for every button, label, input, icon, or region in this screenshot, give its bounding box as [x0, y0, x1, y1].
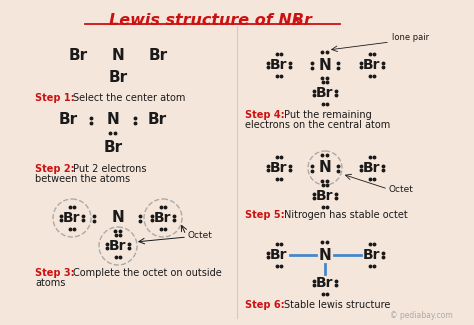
Text: Octet: Octet: [389, 186, 414, 194]
Text: Br: Br: [148, 47, 168, 62]
Text: N: N: [111, 47, 124, 62]
Text: Step 2:: Step 2:: [35, 164, 74, 174]
Text: Br: Br: [147, 112, 166, 127]
Text: Stable lewis structure: Stable lewis structure: [284, 300, 391, 310]
Text: Br: Br: [316, 189, 334, 203]
Text: 3: 3: [293, 17, 300, 27]
Text: Step 3:: Step 3:: [35, 268, 74, 278]
Text: Nitrogen has stable octet: Nitrogen has stable octet: [284, 210, 408, 220]
Text: Br: Br: [363, 161, 381, 175]
Text: Put 2 electrons: Put 2 electrons: [73, 164, 146, 174]
Text: Br: Br: [316, 86, 334, 100]
Text: Octet: Octet: [188, 231, 213, 240]
Text: atoms: atoms: [35, 278, 65, 288]
Text: Br: Br: [270, 161, 288, 175]
Text: Br: Br: [154, 211, 172, 225]
Text: Select the center atom: Select the center atom: [73, 93, 185, 103]
Text: electrons on the central atom: electrons on the central atom: [245, 120, 390, 130]
Text: © pediabay.com: © pediabay.com: [390, 311, 453, 320]
Text: Br: Br: [109, 70, 128, 84]
Text: Br: Br: [270, 58, 288, 72]
Text: Br: Br: [363, 248, 381, 262]
Text: N: N: [107, 112, 119, 127]
Text: Step 6:: Step 6:: [245, 300, 284, 310]
Text: between the atoms: between the atoms: [35, 174, 130, 184]
Text: Step 5:: Step 5:: [245, 210, 284, 220]
Text: Step 4:: Step 4:: [245, 110, 284, 120]
Text: Br: Br: [68, 47, 88, 62]
Text: Br: Br: [363, 58, 381, 72]
Text: N: N: [319, 248, 331, 263]
Text: Br: Br: [109, 239, 127, 253]
Text: Br: Br: [316, 276, 334, 290]
Text: Br: Br: [58, 112, 78, 127]
Text: Put the remaining: Put the remaining: [284, 110, 372, 120]
Text: Lewis structure of NBr: Lewis structure of NBr: [109, 13, 311, 28]
Text: Br: Br: [270, 248, 288, 262]
Text: lone pair: lone pair: [392, 33, 429, 43]
Text: N: N: [319, 161, 331, 176]
Text: Complete the octet on outside: Complete the octet on outside: [73, 268, 222, 278]
Text: Br: Br: [63, 211, 81, 225]
Text: Step 1:: Step 1:: [35, 93, 74, 103]
Text: Br: Br: [103, 139, 123, 154]
Text: N: N: [319, 58, 331, 72]
Text: N: N: [111, 211, 124, 226]
